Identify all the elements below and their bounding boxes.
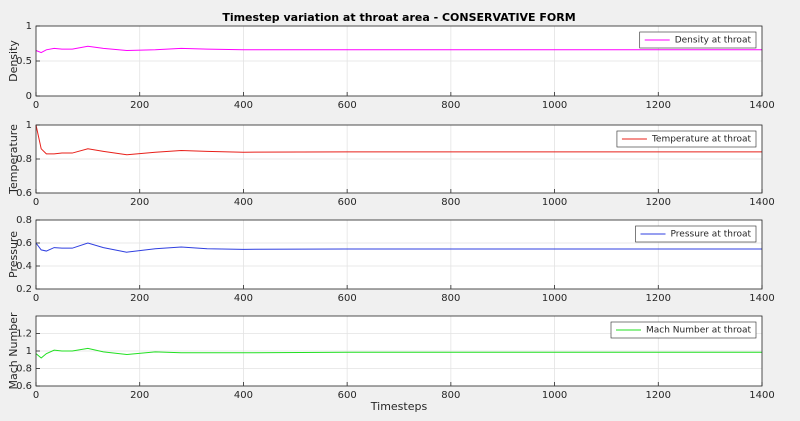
- y-tick-label: 1.2: [16, 329, 32, 340]
- x-tick-label: 1000: [542, 197, 567, 208]
- x-tick-label: 1200: [646, 293, 671, 304]
- y-tick-label: 1: [26, 346, 32, 357]
- y-axis-label: Temperature: [7, 124, 20, 195]
- y-tick-label: 1: [26, 21, 32, 32]
- x-tick-label: 1200: [646, 390, 671, 401]
- data-line: [35, 242, 762, 253]
- x-tick-label: 400: [234, 100, 253, 111]
- legend: Pressure at throat: [635, 225, 757, 243]
- legend-box: [639, 31, 757, 49]
- x-tick-label: 600: [338, 197, 357, 208]
- x-tick-label: 600: [338, 100, 357, 111]
- legend-box: [635, 225, 757, 243]
- data-line: [35, 45, 762, 54]
- data-line: [35, 347, 762, 359]
- x-tick-label: 1000: [542, 293, 567, 304]
- y-axis-label: Mach Number: [7, 312, 20, 389]
- x-tick-label: 1400: [749, 100, 774, 111]
- x-tick-label: 0: [33, 390, 39, 401]
- y-tick-label: 0: [26, 91, 32, 102]
- y-tick-label: 0.5: [16, 56, 32, 67]
- x-tick-label: 1000: [542, 100, 567, 111]
- x-tick-label: 0: [33, 293, 39, 304]
- legend-label: Pressure at throat: [671, 230, 752, 240]
- x-tick-label: 1200: [646, 100, 671, 111]
- y-axis-label: Density: [7, 40, 20, 82]
- legend-label: Temperature at throat: [651, 135, 752, 145]
- legend-box: [610, 321, 757, 339]
- x-tick-label: 600: [338, 293, 357, 304]
- y-tick-label: 0.8: [16, 364, 32, 375]
- x-tick-label: 400: [234, 293, 253, 304]
- y-tick-label: 0.2: [16, 284, 32, 295]
- x-tick-label: 1400: [749, 197, 774, 208]
- axes-box: [35, 124, 763, 194]
- axes-box: [35, 315, 763, 387]
- x-tick-label: 1400: [749, 293, 774, 304]
- data-line: [35, 124, 762, 156]
- y-axis-label: Pressure: [7, 231, 20, 278]
- x-axis-label: Timesteps: [370, 400, 428, 413]
- axes-box: [35, 219, 763, 290]
- y-tick-label: 0.8: [16, 154, 32, 165]
- y-tick-label: 0.6: [16, 381, 32, 392]
- legend: Density at throat: [639, 31, 757, 49]
- x-tick-label: 200: [130, 197, 149, 208]
- x-tick-label: 1200: [646, 197, 671, 208]
- y-tick-label: 0.4: [16, 261, 32, 272]
- axes-box: [35, 25, 763, 97]
- x-tick-label: 0: [33, 100, 39, 111]
- x-tick-label: 800: [441, 197, 460, 208]
- y-tick-label: 0.6: [16, 188, 32, 199]
- y-tick-label: 0.6: [16, 238, 32, 249]
- x-tick-label: 0: [33, 197, 39, 208]
- x-tick-label: 800: [441, 390, 460, 401]
- x-tick-label: 200: [130, 100, 149, 111]
- x-tick-label: 200: [130, 293, 149, 304]
- legend-box: [616, 130, 757, 148]
- x-tick-label: 400: [234, 390, 253, 401]
- y-tick-label: 0.8: [16, 215, 32, 226]
- y-tick-label: 1: [26, 120, 32, 131]
- x-tick-label: 800: [441, 100, 460, 111]
- chart-title: Timestep variation at throat area - CONS…: [222, 11, 575, 24]
- legend: Temperature at throat: [616, 130, 757, 148]
- legend: Mach Number at throat: [610, 321, 757, 339]
- x-tick-label: 200: [130, 390, 149, 401]
- legend-label: Mach Number at throat: [646, 326, 751, 336]
- x-tick-label: 600: [338, 390, 357, 401]
- legend-label: Density at throat: [675, 36, 752, 46]
- x-tick-label: 1400: [749, 390, 774, 401]
- x-tick-label: 1000: [542, 390, 567, 401]
- x-tick-label: 800: [441, 293, 460, 304]
- x-tick-label: 400: [234, 197, 253, 208]
